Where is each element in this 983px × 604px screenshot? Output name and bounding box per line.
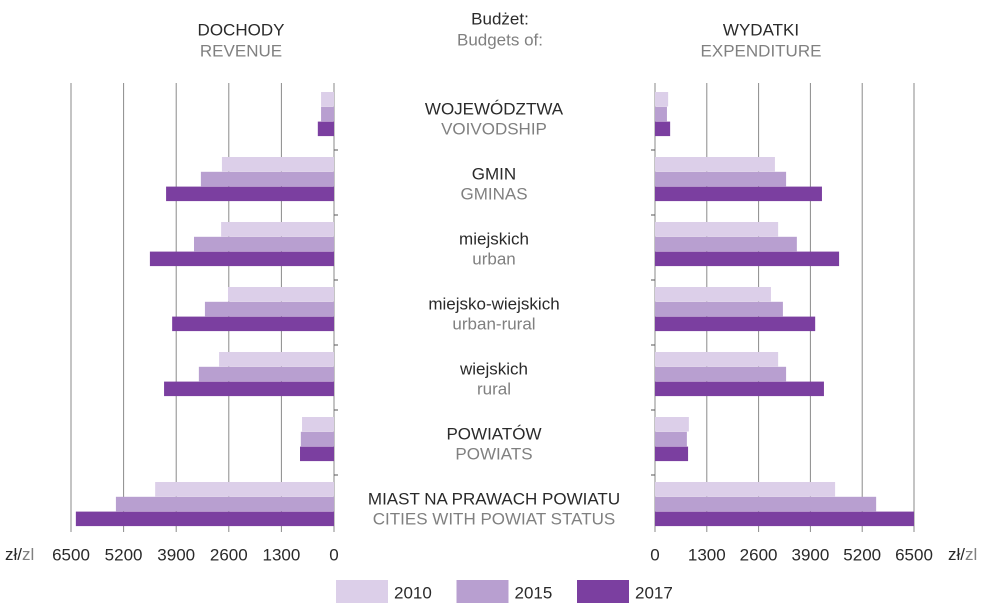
left-title: DOCHODY: [198, 20, 285, 39]
category-label: POWIATÓW: [446, 424, 541, 443]
bar: [204, 301, 334, 317]
category-label-en: urban: [472, 249, 515, 268]
category-label-en: GMINAS: [460, 184, 527, 203]
unit-label: zł/zl: [5, 545, 34, 564]
bar: [321, 92, 334, 107]
bar: [317, 121, 334, 137]
bar: [194, 236, 334, 252]
bar: [655, 482, 836, 497]
category-label: miejskich: [459, 229, 529, 248]
right-subtitle: EXPENDITURE: [701, 41, 822, 60]
bar: [655, 352, 779, 367]
x-tick-label: 0: [329, 545, 338, 564]
center-title: Budżet:: [471, 9, 529, 28]
bar: [655, 301, 783, 317]
category-label: WOJEWÓDZTWA: [425, 99, 564, 118]
bar: [655, 381, 824, 397]
bar: [302, 417, 334, 432]
bar: [166, 186, 334, 202]
x-tick-label: 5200: [843, 545, 881, 564]
legend-label: 2015: [515, 583, 553, 602]
legend-swatch: [456, 580, 509, 603]
legend-label: 2017: [635, 583, 673, 602]
bar: [655, 496, 877, 512]
bar: [321, 106, 334, 122]
bar: [655, 431, 687, 447]
left-subtitle: REVENUE: [200, 41, 282, 60]
x-tick-label: 5200: [105, 545, 143, 564]
bar: [198, 366, 334, 382]
x-tick-label: 0: [650, 545, 659, 564]
bar: [164, 381, 334, 397]
x-tick-label: 3900: [791, 545, 829, 564]
bar: [655, 171, 787, 187]
category-label-en: VOIVODSHIP: [441, 119, 547, 138]
bar: [655, 157, 775, 172]
category-label: GMIN: [472, 164, 516, 183]
unit-pl: zł/: [948, 545, 965, 564]
bar: [655, 366, 787, 382]
bar: [221, 157, 334, 172]
category-label-en: CITIES WITH POWIAT STATUS: [373, 509, 615, 528]
center-subtitle: Budgets of:: [457, 30, 543, 49]
bar: [655, 121, 671, 137]
bar: [227, 287, 334, 302]
bar: [655, 511, 914, 527]
bar: [172, 316, 334, 332]
bar: [655, 287, 771, 302]
bar: [219, 352, 334, 367]
bar: [655, 446, 689, 462]
right-title: WYDATKI: [723, 20, 799, 39]
bar: [221, 222, 334, 237]
unit-en: zl: [965, 545, 977, 564]
unit-en: zl: [22, 545, 34, 564]
x-tick-label: 2600: [210, 545, 248, 564]
unit-label: zł/zl: [948, 545, 977, 564]
bar: [300, 446, 334, 462]
bar: [115, 496, 334, 512]
bar: [655, 316, 816, 332]
bar: [655, 417, 689, 432]
bar: [655, 251, 840, 267]
category-label-en: urban-rural: [452, 314, 535, 333]
x-tick-label: 2600: [740, 545, 778, 564]
x-tick-label: 1300: [688, 545, 726, 564]
x-tick-label: 3900: [157, 545, 195, 564]
bar: [655, 92, 669, 107]
bar: [200, 171, 334, 187]
category-label: miejsko-wiejskich: [428, 294, 559, 313]
category-label: wiejskich: [459, 359, 528, 378]
x-tick-label: 1300: [262, 545, 300, 564]
category-label: MIAST NA PRAWACH POWIATU: [368, 489, 620, 508]
bar: [655, 106, 667, 122]
legend-swatch: [577, 580, 629, 603]
unit-pl: zł/: [5, 545, 22, 564]
category-label-en: rural: [477, 379, 511, 398]
bar: [75, 511, 335, 527]
bar: [155, 482, 334, 497]
bar: [655, 222, 779, 237]
bar: [655, 236, 797, 252]
category-label-en: POWIATS: [455, 444, 532, 463]
legend-label: 2010: [394, 583, 432, 602]
bar: [300, 431, 334, 447]
bar: [655, 186, 822, 202]
legend-swatch: [336, 580, 388, 603]
bar: [149, 251, 334, 267]
x-tick-label: 6500: [52, 545, 90, 564]
x-tick-label: 6500: [895, 545, 933, 564]
